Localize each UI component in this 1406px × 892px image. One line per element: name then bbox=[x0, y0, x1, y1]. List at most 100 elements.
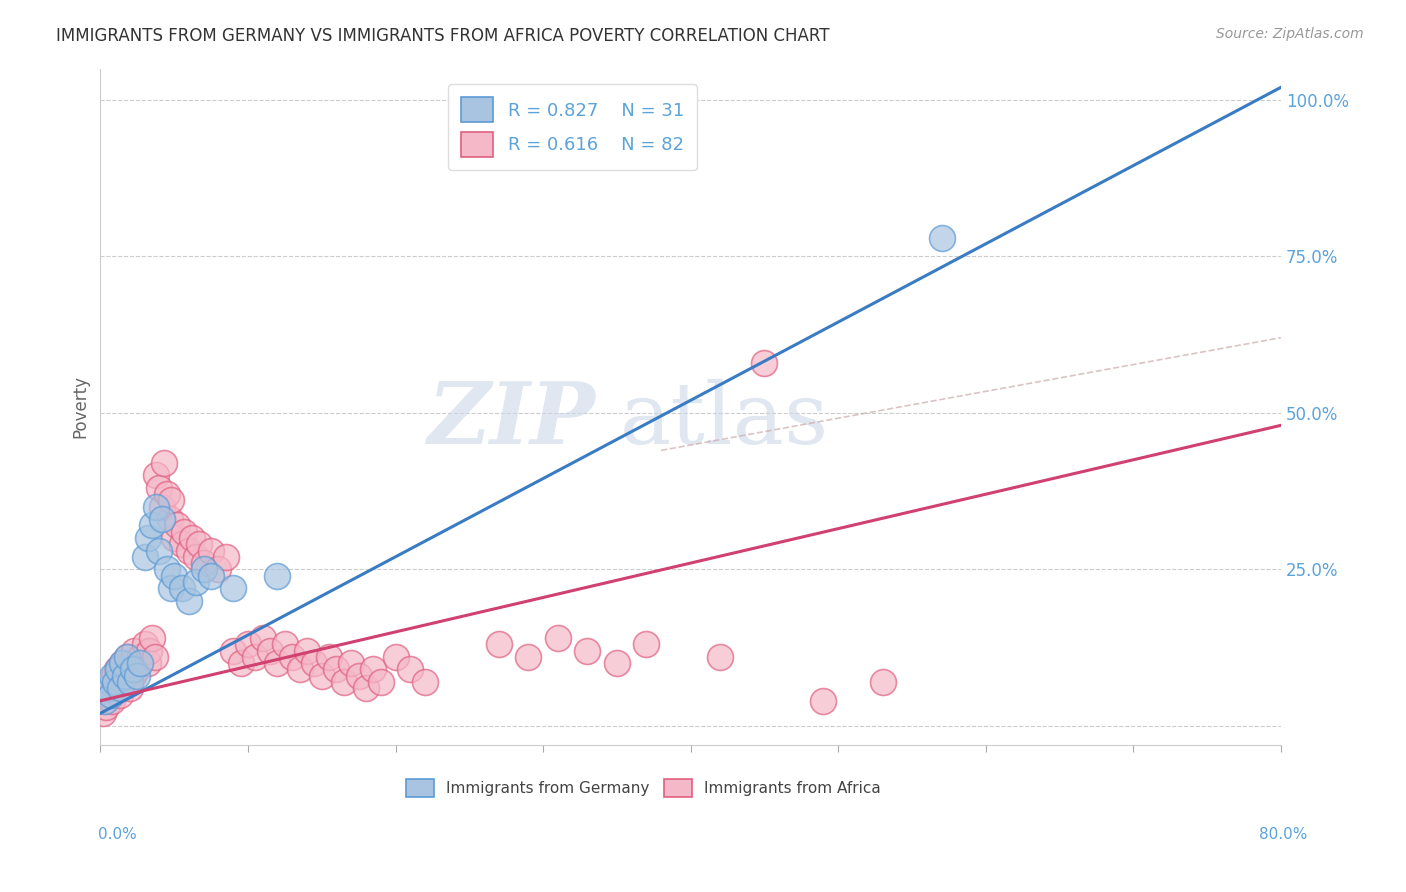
Point bbox=[413, 675, 436, 690]
Text: Source: ZipAtlas.com: Source: ZipAtlas.com bbox=[1216, 27, 1364, 41]
Point bbox=[173, 524, 195, 539]
Point bbox=[215, 549, 238, 564]
Point bbox=[222, 643, 245, 657]
Point bbox=[100, 675, 122, 690]
Point bbox=[141, 518, 163, 533]
Point bbox=[136, 657, 159, 671]
Y-axis label: Poverty: Poverty bbox=[72, 375, 89, 438]
Point bbox=[166, 518, 188, 533]
Point bbox=[124, 643, 146, 657]
Text: 80.0%: 80.0% bbox=[1260, 827, 1308, 841]
Point bbox=[222, 581, 245, 595]
Point bbox=[245, 649, 267, 664]
Point bbox=[114, 669, 136, 683]
Point bbox=[333, 675, 356, 690]
Point bbox=[606, 657, 628, 671]
Point bbox=[354, 681, 377, 696]
Point bbox=[98, 688, 121, 702]
Text: ZIP: ZIP bbox=[429, 378, 596, 462]
Point bbox=[517, 649, 540, 664]
Point bbox=[207, 562, 229, 576]
Point bbox=[311, 669, 333, 683]
Point bbox=[156, 562, 179, 576]
Point bbox=[200, 543, 222, 558]
Point bbox=[129, 649, 152, 664]
Point bbox=[488, 637, 510, 651]
Point bbox=[110, 669, 132, 683]
Point bbox=[111, 657, 134, 671]
Point bbox=[160, 493, 183, 508]
Point bbox=[118, 675, 141, 690]
Point bbox=[97, 681, 120, 696]
Point bbox=[121, 669, 143, 683]
Point bbox=[170, 537, 193, 551]
Point bbox=[114, 663, 136, 677]
Point bbox=[111, 657, 134, 671]
Point bbox=[304, 657, 326, 671]
Point bbox=[872, 675, 894, 690]
Point bbox=[340, 657, 363, 671]
Point bbox=[188, 537, 211, 551]
Point bbox=[252, 631, 274, 645]
Point bbox=[94, 694, 117, 708]
Point bbox=[96, 700, 118, 714]
Point bbox=[115, 649, 138, 664]
Point bbox=[931, 230, 953, 244]
Point bbox=[288, 663, 311, 677]
Point bbox=[148, 481, 170, 495]
Point bbox=[193, 562, 215, 576]
Point bbox=[177, 543, 200, 558]
Point bbox=[156, 487, 179, 501]
Point bbox=[127, 663, 149, 677]
Point bbox=[274, 637, 297, 651]
Point bbox=[91, 706, 114, 721]
Point bbox=[636, 637, 658, 651]
Point bbox=[143, 649, 166, 664]
Point bbox=[145, 500, 167, 514]
Point bbox=[138, 643, 160, 657]
Point bbox=[107, 663, 129, 677]
Point bbox=[200, 568, 222, 582]
Point bbox=[136, 531, 159, 545]
Point bbox=[141, 631, 163, 645]
Point bbox=[100, 688, 122, 702]
Point bbox=[118, 681, 141, 696]
Point bbox=[754, 356, 776, 370]
Point bbox=[177, 593, 200, 607]
Point bbox=[180, 531, 202, 545]
Point bbox=[104, 675, 127, 690]
Point bbox=[159, 512, 181, 526]
Text: atlas: atlas bbox=[620, 378, 830, 462]
Point bbox=[163, 568, 186, 582]
Point bbox=[813, 694, 835, 708]
Point bbox=[150, 500, 173, 514]
Point bbox=[108, 681, 131, 696]
Legend: Immigrants from Germany, Immigrants from Africa: Immigrants from Germany, Immigrants from… bbox=[398, 772, 889, 805]
Point bbox=[547, 631, 569, 645]
Text: IMMIGRANTS FROM GERMANY VS IMMIGRANTS FROM AFRICA POVERTY CORRELATION CHART: IMMIGRANTS FROM GERMANY VS IMMIGRANTS FR… bbox=[56, 27, 830, 45]
Point bbox=[384, 649, 406, 664]
Point bbox=[112, 675, 135, 690]
Point bbox=[170, 581, 193, 595]
Point bbox=[117, 669, 139, 683]
Point bbox=[101, 694, 124, 708]
Point bbox=[127, 669, 149, 683]
Point bbox=[163, 531, 186, 545]
Point bbox=[281, 649, 304, 664]
Point bbox=[129, 657, 152, 671]
Point bbox=[229, 657, 252, 671]
Point bbox=[103, 669, 125, 683]
Point bbox=[104, 681, 127, 696]
Point bbox=[709, 649, 731, 664]
Point bbox=[318, 649, 340, 664]
Point bbox=[150, 512, 173, 526]
Point bbox=[153, 456, 176, 470]
Point bbox=[236, 637, 259, 651]
Point bbox=[120, 657, 142, 671]
Point bbox=[160, 581, 183, 595]
Point bbox=[121, 663, 143, 677]
Point bbox=[399, 663, 422, 677]
Point bbox=[576, 643, 599, 657]
Point bbox=[105, 663, 128, 677]
Text: 0.0%: 0.0% bbox=[98, 827, 138, 841]
